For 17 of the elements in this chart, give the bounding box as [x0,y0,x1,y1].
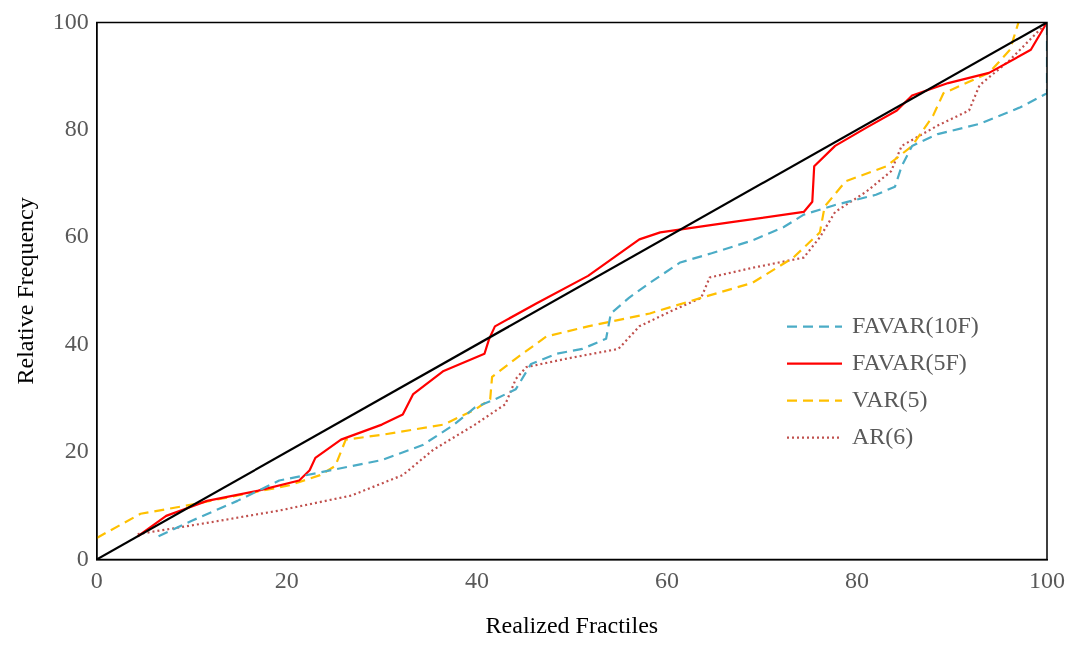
x-axis-title: Realized Fractiles [485,611,659,638]
y-tick-label: 0 [76,544,89,571]
y-tick-label: 40 [64,329,89,356]
x-tick-label: 100 [1029,567,1065,594]
legend-label: FAVAR(5F) [852,348,967,375]
x-tick-label: 20 [274,567,299,594]
y-tick-label: 20 [64,437,89,464]
legend-label: FAVAR(10F) [852,311,979,338]
x-tick-label: 80 [844,567,869,594]
legend-label: VAR(5) [852,385,928,412]
x-tick-label: 60 [654,567,679,594]
legend-label: AR(6) [852,422,914,449]
y-tick-label: 60 [64,222,89,249]
x-tick-label: 40 [464,567,489,594]
y-axis-title: Relative Frequency [11,197,38,385]
y-tick-label: 100 [52,7,89,34]
y-tick-label: 80 [64,115,89,142]
